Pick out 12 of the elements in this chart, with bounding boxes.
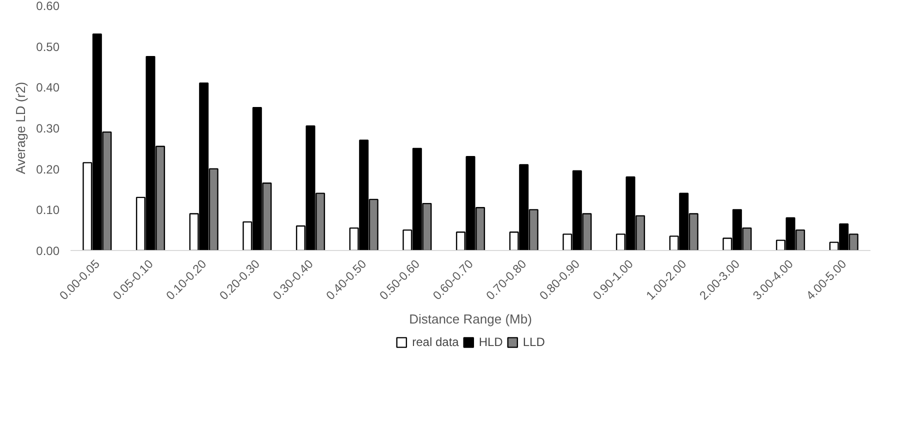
y-tick-label: 0.30 [36, 122, 60, 136]
legend-label: HLD [478, 335, 503, 349]
x-axis-title: Distance Range (Mb) [409, 312, 532, 327]
y-tick-label: 0.10 [36, 203, 60, 218]
y-tick-label: 0.60 [36, 0, 60, 13]
y-tick-label: 0.20 [36, 162, 60, 176]
y-tick-label: 0.40 [36, 80, 60, 95]
y-axis-title: Average LD (r2) [13, 82, 28, 174]
y-tick-label: 0.50 [36, 40, 60, 54]
legend-label: LLD [522, 335, 545, 349]
y-tick-label: 0.00 [36, 244, 60, 258]
legend-label: real data [412, 335, 459, 349]
